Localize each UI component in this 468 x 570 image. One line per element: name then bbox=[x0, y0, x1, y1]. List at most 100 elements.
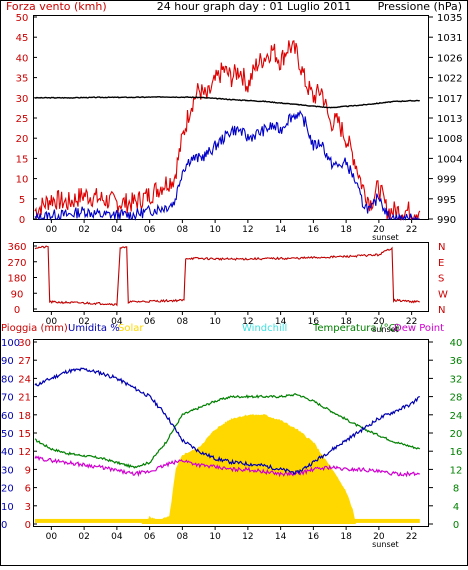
wind-y-tick-label: 25 bbox=[16, 114, 29, 125]
humidity-line bbox=[34, 367, 420, 476]
wind-y-tick-label: 5 bbox=[19, 195, 25, 206]
rain-x-tick-label: 02 bbox=[78, 532, 89, 542]
rain-x-tick-label: 18 bbox=[340, 532, 352, 542]
wind-panel-frame bbox=[33, 15, 429, 220]
temperature-y-tick-label: 16 bbox=[450, 447, 463, 458]
dewpoint-line bbox=[34, 455, 420, 478]
pressure-y-tick-label: 1017 bbox=[437, 94, 462, 105]
wind-direction-line bbox=[34, 245, 420, 307]
pressure-y-tick-label: 1031 bbox=[437, 33, 462, 44]
humidity-y-tick-label: 40 bbox=[1, 447, 14, 458]
wind-x-tick-label: 10 bbox=[209, 225, 221, 235]
wind-y-tick-label: 20 bbox=[16, 134, 29, 145]
pressure-y-tick-label: 1008 bbox=[437, 134, 462, 145]
humidity-y-tick-label: 0 bbox=[1, 520, 7, 531]
temperature-y-tick-label: 40 bbox=[450, 338, 463, 349]
wind-y-tick-label: 40 bbox=[16, 53, 29, 64]
compass-label: E bbox=[438, 258, 444, 269]
direction-x-tick-label: 16 bbox=[308, 317, 320, 327]
humidity-y-tick-label: 20 bbox=[1, 484, 14, 495]
direction-x-tick-label: 12 bbox=[242, 317, 253, 327]
rain-y-tick-label: 9 bbox=[25, 465, 31, 476]
humidity-y-tick-label: 60 bbox=[1, 411, 14, 422]
temperature-y-tick-label: 4 bbox=[453, 502, 459, 513]
rain-x-tick-label: 14 bbox=[275, 532, 287, 542]
compass-label: N bbox=[438, 242, 445, 253]
wind-axis-title: Forza vento (kmh) bbox=[6, 0, 107, 13]
pressure-y-tick-label: 1022 bbox=[437, 74, 462, 85]
wind-x-tick-label: 02 bbox=[78, 225, 89, 235]
humidity-y-tick-label: 100 bbox=[1, 338, 20, 349]
rain-x-tick-label: 22 bbox=[406, 532, 417, 542]
legend-dewpoint: Dew Point bbox=[394, 323, 444, 334]
direction-y-tick-label: 90 bbox=[11, 289, 24, 300]
wind-x-tick-label: 06 bbox=[144, 225, 156, 235]
temperature-y-tick-label: 0 bbox=[453, 520, 459, 531]
pressure-y-tick-label: 1013 bbox=[437, 114, 462, 125]
rain-y-tick-label: 6 bbox=[25, 484, 31, 495]
wind-x-tick-label: 22 bbox=[406, 225, 417, 235]
direction-x-tick-label: 18 bbox=[340, 317, 352, 327]
temperature-y-tick-label: 24 bbox=[450, 411, 463, 422]
direction-sunset-label: sunset bbox=[372, 325, 399, 334]
wind-x-tick-label: 16 bbox=[308, 225, 320, 235]
rain-sunset-label: sunset bbox=[372, 540, 399, 549]
direction-panel-frame bbox=[33, 242, 429, 312]
direction-x-tick-label: 06 bbox=[144, 317, 156, 327]
direction-y-tick-label: 180 bbox=[7, 274, 26, 285]
pressure-line bbox=[34, 95, 421, 109]
rain-x-tick-label: 06 bbox=[144, 532, 156, 542]
temperature-y-tick-label: 28 bbox=[450, 393, 463, 404]
temperature-y-tick-label: 12 bbox=[450, 465, 463, 476]
pressure-y-tick-label: 1035 bbox=[437, 13, 462, 24]
compass-label: S bbox=[438, 274, 444, 285]
rain-y-tick-label: 18 bbox=[18, 411, 31, 422]
wind-y-tick-label: 50 bbox=[16, 13, 29, 24]
temperature-y-tick-label: 8 bbox=[453, 484, 459, 495]
direction-x-tick-label: 04 bbox=[111, 317, 123, 327]
rain-y-tick-label: 21 bbox=[18, 393, 31, 404]
wind-average-line bbox=[34, 109, 420, 221]
temperature-line bbox=[34, 392, 421, 469]
direction-x-tick-label: 00 bbox=[46, 317, 58, 327]
chart-layer: 0510152025303540455099099599910041008101… bbox=[1, 13, 462, 549]
wind-x-tick-label: 08 bbox=[177, 225, 189, 235]
rain-y-tick-label: 24 bbox=[18, 374, 31, 385]
rain-x-tick-label: 00 bbox=[46, 532, 58, 542]
compass-label: N bbox=[438, 305, 445, 316]
legend-temperature: Temperatura (°C) bbox=[312, 323, 400, 334]
graph-title: 24 hour graph day : 01 Luglio 2011 bbox=[157, 0, 352, 13]
humidity-y-tick-label: 70 bbox=[1, 393, 14, 404]
direction-y-tick-label: 360 bbox=[7, 242, 26, 253]
wind-sunset-label: sunset bbox=[372, 233, 399, 242]
rain-x-tick-label: 10 bbox=[209, 532, 221, 542]
wind-y-tick-label: 30 bbox=[16, 94, 29, 105]
pressure-y-tick-label: 990 bbox=[437, 215, 456, 226]
pressure-axis-title: Pressione (hPa) bbox=[378, 0, 462, 13]
wind-y-tick-label: 0 bbox=[19, 215, 25, 226]
direction-y-tick-label: 0 bbox=[14, 305, 20, 316]
direction-x-tick-label: 22 bbox=[406, 317, 417, 327]
direction-x-tick-label: 20 bbox=[373, 317, 385, 327]
wind-y-tick-label: 45 bbox=[16, 33, 29, 44]
rain-y-tick-label: 30 bbox=[18, 338, 31, 349]
wind-gust-line bbox=[34, 40, 421, 221]
legend-rain: Pioggia (mm) bbox=[1, 323, 68, 334]
wind-y-tick-label: 15 bbox=[16, 154, 29, 165]
legend-windchill: Windchill bbox=[242, 323, 287, 334]
temperature-y-tick-label: 36 bbox=[450, 356, 463, 367]
direction-x-tick-label: 14 bbox=[275, 317, 287, 327]
humidity-y-tick-label: 50 bbox=[1, 429, 14, 440]
wind-x-tick-label: 00 bbox=[46, 225, 58, 235]
rain-x-tick-label: 12 bbox=[242, 532, 253, 542]
wind-y-tick-label: 10 bbox=[16, 175, 29, 186]
temperature-y-tick-label: 20 bbox=[450, 429, 463, 440]
wind-x-tick-label: 18 bbox=[340, 225, 352, 235]
humidity-y-tick-label: 80 bbox=[1, 374, 14, 385]
rain-x-tick-label: 04 bbox=[111, 532, 123, 542]
wind-x-tick-label: 14 bbox=[275, 225, 287, 235]
rain-y-tick-label: 12 bbox=[18, 447, 31, 458]
temperature-y-tick-label: 32 bbox=[450, 374, 463, 385]
